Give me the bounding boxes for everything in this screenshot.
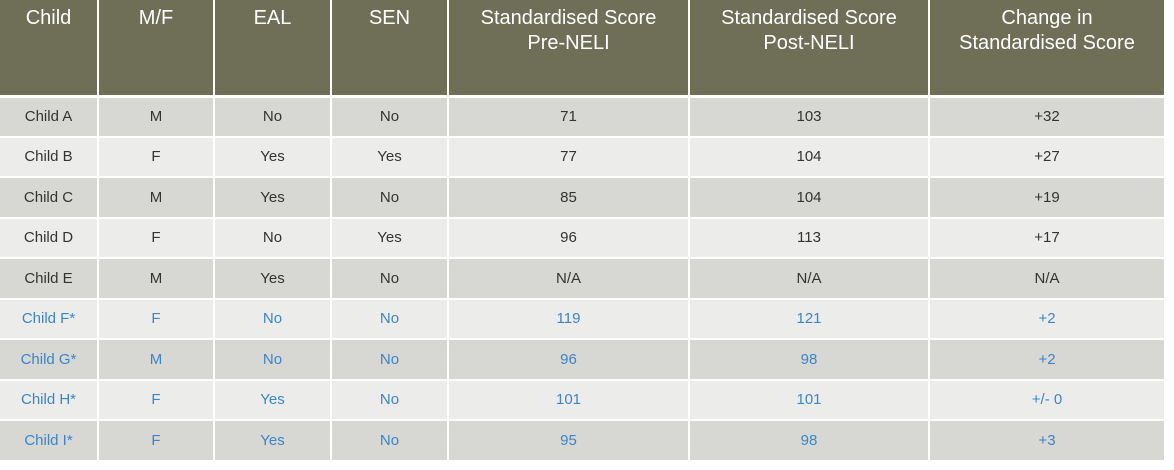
header-row: Child M/F EAL SEN Standardised Score Pre-… <box>0 0 1164 98</box>
cell-post-score: N/A <box>689 258 930 300</box>
cell-post-score: 121 <box>689 298 930 340</box>
cell-post-score: 101 <box>689 379 930 421</box>
table-row: Child B F Yes Yes 77 104 +27 <box>0 136 1164 178</box>
header-sex: M/F <box>98 0 215 98</box>
cell-change: +3 <box>929 420 1164 462</box>
table-row: Child C M Yes No 85 104 +19 <box>0 177 1164 219</box>
cell-sen: No <box>331 298 449 340</box>
cell-eal: No <box>214 339 332 381</box>
header-post-score: Standardised Score Post-NELI <box>689 0 930 98</box>
header-pre-score-line1: Standardised Score <box>480 7 657 29</box>
cell-pre-score: 85 <box>448 177 690 219</box>
table-header: Child M/F EAL SEN Standardised Score Pre-… <box>0 0 1164 98</box>
header-pre-score: Standardised Score Pre-NELI <box>448 0 690 98</box>
cell-pre-score: 101 <box>448 379 690 421</box>
cell-sen: No <box>331 379 449 421</box>
header-eal: EAL <box>214 0 332 98</box>
header-eal-label: EAL <box>253 7 292 29</box>
table-row-starred: Child H* F Yes No 101 101 +/- 0 <box>0 379 1164 421</box>
cell-child: Child D <box>0 217 99 259</box>
cell-post-score: 103 <box>689 96 930 138</box>
cell-eal: No <box>214 96 332 138</box>
cell-change: N/A <box>929 258 1164 300</box>
header-change: Change in Standardised Score <box>929 0 1164 98</box>
cell-eal: Yes <box>214 136 332 178</box>
cell-child: Child F* <box>0 298 99 340</box>
cell-eal: No <box>214 298 332 340</box>
cell-sen: No <box>331 420 449 462</box>
cell-post-score: 104 <box>689 136 930 178</box>
cell-pre-score: N/A <box>448 258 690 300</box>
cell-child: Child C <box>0 177 99 219</box>
cell-child: Child E <box>0 258 99 300</box>
cell-sex: F <box>98 136 215 178</box>
header-sex-label: M/F <box>138 7 174 29</box>
cell-sex: F <box>98 379 215 421</box>
cell-sex: M <box>98 258 215 300</box>
cell-sen: No <box>331 258 449 300</box>
cell-pre-score: 71 <box>448 96 690 138</box>
cell-change: +2 <box>929 339 1164 381</box>
cell-eal: Yes <box>214 177 332 219</box>
header-sen-label: SEN <box>368 7 411 29</box>
header-pre-score-line2: Pre-NELI <box>527 32 610 54</box>
cell-sex: F <box>98 420 215 462</box>
cell-post-score: 98 <box>689 420 930 462</box>
cell-change: +27 <box>929 136 1164 178</box>
cell-sen: Yes <box>331 217 449 259</box>
cell-sen: No <box>331 96 449 138</box>
cell-sex: M <box>98 339 215 381</box>
cell-sex: M <box>98 96 215 138</box>
cell-change: +19 <box>929 177 1164 219</box>
table-body: Child A M No No 71 103 +32 Child B F Yes… <box>0 96 1164 462</box>
cell-sen: No <box>331 177 449 219</box>
cell-child: Child A <box>0 96 99 138</box>
table-row: Child E M Yes No N/A N/A N/A <box>0 258 1164 300</box>
cell-eal: Yes <box>214 379 332 421</box>
header-post-score-line2: Post-NELI <box>763 32 855 54</box>
cell-eal: No <box>214 217 332 259</box>
cell-pre-score: 96 <box>448 217 690 259</box>
cell-sex: M <box>98 177 215 219</box>
table-row: Child D F No Yes 96 113 +17 <box>0 217 1164 259</box>
cell-eal: Yes <box>214 258 332 300</box>
cell-pre-score: 119 <box>448 298 690 340</box>
cell-child: Child G* <box>0 339 99 381</box>
cell-child: Child B <box>0 136 99 178</box>
header-change-line2: Standardised Score <box>959 32 1135 54</box>
header-child: Child <box>0 0 99 98</box>
table-row: Child A M No No 71 103 +32 <box>0 96 1164 138</box>
table-row-starred: Child F* F No No 119 121 +2 <box>0 298 1164 340</box>
cell-child: Child H* <box>0 379 99 421</box>
cell-change: +/- 0 <box>929 379 1164 421</box>
cell-sex: F <box>98 217 215 259</box>
cell-eal: Yes <box>214 420 332 462</box>
cell-change: +17 <box>929 217 1164 259</box>
cell-post-score: 98 <box>689 339 930 381</box>
cell-pre-score: 96 <box>448 339 690 381</box>
header-post-score-line1: Standardised Score <box>721 7 897 29</box>
cell-sen: Yes <box>331 136 449 178</box>
header-sen: SEN <box>331 0 449 98</box>
cell-change: +32 <box>929 96 1164 138</box>
header-change-line1: Change in <box>1001 7 1093 29</box>
results-table: Child M/F EAL SEN Standardised Score Pre-… <box>0 0 1164 462</box>
cell-post-score: 104 <box>689 177 930 219</box>
table-row-starred: Child G* M No No 96 98 +2 <box>0 339 1164 381</box>
cell-pre-score: 95 <box>448 420 690 462</box>
cell-change: +2 <box>929 298 1164 340</box>
header-child-label: Child <box>25 7 72 29</box>
cell-post-score: 113 <box>689 217 930 259</box>
cell-pre-score: 77 <box>448 136 690 178</box>
cell-sex: F <box>98 298 215 340</box>
cell-sen: No <box>331 339 449 381</box>
table-row-starred: Child I* F Yes No 95 98 +3 <box>0 420 1164 462</box>
cell-child: Child I* <box>0 420 99 462</box>
